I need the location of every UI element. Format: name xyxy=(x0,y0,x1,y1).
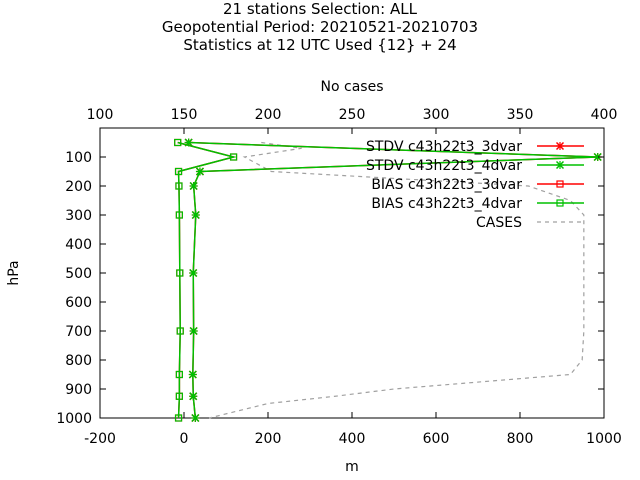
series-line-cases xyxy=(209,141,585,419)
legend-entry: STDV c43h22t3_3dvar xyxy=(366,139,584,155)
x-tick-label: -200 xyxy=(84,431,116,447)
y-tick-label: 100 xyxy=(65,150,92,166)
y-tick-label: 600 xyxy=(65,295,92,311)
data-point xyxy=(191,413,200,423)
x-axis-label: m xyxy=(345,459,359,475)
y-tick-label: 300 xyxy=(65,208,92,224)
data-point xyxy=(175,211,183,219)
x2-tick-label: 350 xyxy=(507,107,534,123)
data-point xyxy=(191,210,200,220)
data-point xyxy=(175,182,183,190)
x2-tick-label: 300 xyxy=(423,107,450,123)
x2-tick-label: 150 xyxy=(171,107,198,123)
series-line xyxy=(188,141,598,419)
legend-entry: BIAS c43h22t3_3dvar xyxy=(371,177,584,193)
data-point xyxy=(188,370,197,379)
data-point xyxy=(175,392,183,400)
series-2 xyxy=(184,138,602,423)
legend-entry: CASES xyxy=(476,215,584,231)
legend: STDV c43h22t3_3dvar STDV c43h22t3_4dvar BI… xyxy=(366,139,584,231)
data-point xyxy=(174,414,183,422)
series-line xyxy=(177,141,237,419)
y-tick-label: 1000 xyxy=(56,411,92,427)
y-tick-label: 800 xyxy=(65,353,92,369)
x-axis-ticks: -200 0 200 400 600 800 1000 xyxy=(84,128,622,447)
legend-label: CASES xyxy=(476,215,522,231)
top-axis-label: No cases xyxy=(321,79,384,95)
data-point xyxy=(175,370,183,379)
y-axis-ticks: 100 200 300 400 500 600 700 800 900 1000 xyxy=(56,150,604,427)
y-tick-label: 500 xyxy=(65,266,92,282)
y-tick-label: 700 xyxy=(65,324,92,340)
plot-area xyxy=(99,127,605,423)
x-tick-label: 400 xyxy=(339,431,366,447)
series-4 xyxy=(174,138,238,422)
x-tick-label: 600 xyxy=(423,431,450,447)
x-tick-label: 0 xyxy=(180,431,189,447)
legend-marker xyxy=(556,180,564,188)
top-axis-ticks: 100 150 200 250 300 350 400 xyxy=(87,107,618,134)
title-line: Statistics at 12 UTC Used {12} + 24 xyxy=(183,36,456,54)
data-point xyxy=(195,167,204,176)
x-tick-label: 1000 xyxy=(586,431,622,447)
data-point xyxy=(174,167,183,176)
title-line: Geopotential Period: 20210521-20210703 xyxy=(162,18,478,36)
data-point xyxy=(189,392,198,401)
y-tick-label: 200 xyxy=(65,179,92,195)
data-point xyxy=(229,153,238,161)
legend-entry: BIAS c43h22t3_4dvar xyxy=(371,196,584,212)
y-axis-label: hPa xyxy=(6,260,22,285)
legend-label: BIAS c43h22t3_3dvar xyxy=(371,177,522,193)
data-point xyxy=(189,326,198,336)
x-tick-label: 200 xyxy=(255,431,282,447)
legend-label: BIAS c43h22t3_4dvar xyxy=(371,196,522,212)
legend-marker xyxy=(556,199,564,207)
data-point xyxy=(176,327,184,335)
legend-marker xyxy=(555,160,565,170)
title-line: 21 stations Selection: ALL xyxy=(223,0,418,18)
x-tick-label: 800 xyxy=(507,431,534,447)
legend-label: STDV c43h22t3_3dvar xyxy=(366,139,522,155)
data-point xyxy=(176,269,184,277)
legend-marker xyxy=(555,141,565,151)
x2-tick-label: 250 xyxy=(339,107,366,123)
series-line xyxy=(177,141,237,419)
legend-label: STDV c43h22t3_4dvar xyxy=(366,158,522,174)
data-point xyxy=(189,268,198,278)
x2-tick-label: 200 xyxy=(255,107,282,123)
x2-tick-label: 100 xyxy=(87,107,114,123)
series-3 xyxy=(174,138,238,422)
legend-entry: STDV c43h22t3_4dvar xyxy=(366,158,584,174)
y-tick-label: 900 xyxy=(65,382,92,398)
y-tick-label: 400 xyxy=(65,237,92,253)
data-point xyxy=(174,138,182,147)
data-point xyxy=(189,181,198,191)
x2-tick-label: 400 xyxy=(591,107,618,123)
